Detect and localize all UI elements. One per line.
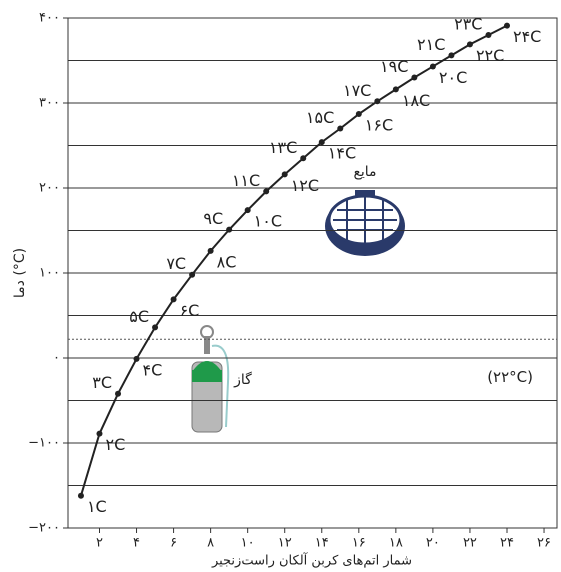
x-tick-label: ۱۴: [315, 536, 329, 551]
point-label: ۷C: [166, 254, 186, 273]
point: [337, 125, 344, 132]
point: [263, 188, 270, 195]
liquid-label: مایع: [353, 164, 376, 180]
line: [80, 24, 508, 496]
point: [448, 52, 455, 59]
point: [77, 492, 84, 499]
point-label: ۱۷C: [343, 81, 371, 100]
point: [300, 155, 307, 162]
point: [466, 41, 473, 48]
y-tick-label: −۱۰۰: [28, 436, 60, 451]
point: [133, 355, 140, 362]
x-tick-label: ۴: [133, 536, 140, 551]
x-tick-label: ۲۴: [500, 536, 514, 551]
x-tick-label: ۲۲: [463, 536, 477, 551]
point: [503, 22, 510, 29]
point-label: ۲۳C: [454, 15, 482, 34]
point: [244, 207, 251, 214]
point: [189, 271, 196, 278]
x-tick-label: ۱۰: [241, 536, 255, 551]
y-tick-label: −۲۰۰: [28, 521, 60, 536]
point-label: ۶C: [180, 301, 200, 320]
x-tick-label: ۶: [170, 536, 177, 551]
point: [392, 86, 399, 93]
point: [374, 98, 381, 105]
point-label: ۱۳C: [269, 138, 297, 157]
point-label: ۱۱C: [232, 171, 260, 190]
point: [318, 139, 325, 146]
point-label: ۱۸C: [402, 91, 430, 110]
y-tick-label: ۱۰۰: [39, 266, 60, 281]
point-label: ۱۹C: [380, 57, 408, 76]
point-label: ۱۴C: [328, 144, 356, 163]
x-tick-label: ۸: [207, 536, 214, 551]
y-tick-label: ۴۰۰: [39, 11, 60, 26]
point-label: ۱۵C: [306, 108, 334, 127]
tank-icon: [325, 190, 405, 256]
y-tick-label: ۲۰۰: [39, 181, 60, 196]
point: [281, 171, 288, 178]
x-tick-label: ۲: [96, 536, 103, 551]
point: [355, 111, 362, 118]
point: [485, 32, 492, 38]
point-label: ۳C: [92, 373, 112, 392]
point-label: ۱۲C: [291, 176, 319, 195]
reference-label: (۲۲°C): [487, 368, 533, 386]
y-tick-label: ۰: [53, 351, 60, 366]
point-label: ۲۰C: [439, 68, 467, 87]
point: [152, 324, 159, 331]
point: [115, 390, 122, 397]
y-tick-label: ۳۰۰: [39, 96, 60, 111]
x-tick-label: ۱۲: [278, 536, 292, 551]
y-axis-label: دما (°C): [12, 248, 28, 298]
point-label: ۴C: [143, 360, 163, 379]
x-tick-label: ۲۶: [537, 536, 551, 551]
point-label: ۹C: [203, 209, 223, 228]
point-label: ۱۰C: [254, 212, 282, 231]
x-tick-label: ۱۶: [352, 536, 366, 551]
point-label: ۱C: [87, 497, 107, 516]
plot-frame: [67, 17, 558, 529]
point-label: ۱۶C: [365, 116, 393, 135]
point-label: ۲۲C: [476, 46, 504, 65]
point: [207, 247, 214, 254]
gas-cylinder-icon: [191, 325, 230, 433]
point: [429, 63, 436, 70]
point-label: ۲۱C: [417, 35, 445, 54]
x-axis-label: شمار اتم‌های کربن آلکان راست‌زنجیر: [211, 552, 412, 569]
point: [411, 74, 418, 81]
gas-label: گاز: [233, 371, 252, 388]
x-tick-label: ۲۰: [426, 536, 440, 551]
point-label: ۵C: [129, 307, 149, 326]
point: [226, 226, 233, 233]
point-label: ۲۴C: [513, 27, 541, 46]
point-label: ۸C: [217, 252, 237, 271]
point: [96, 430, 103, 437]
point-label: ۲C: [105, 435, 125, 454]
point: [170, 296, 177, 303]
x-tick-label: ۱۸: [389, 536, 403, 551]
